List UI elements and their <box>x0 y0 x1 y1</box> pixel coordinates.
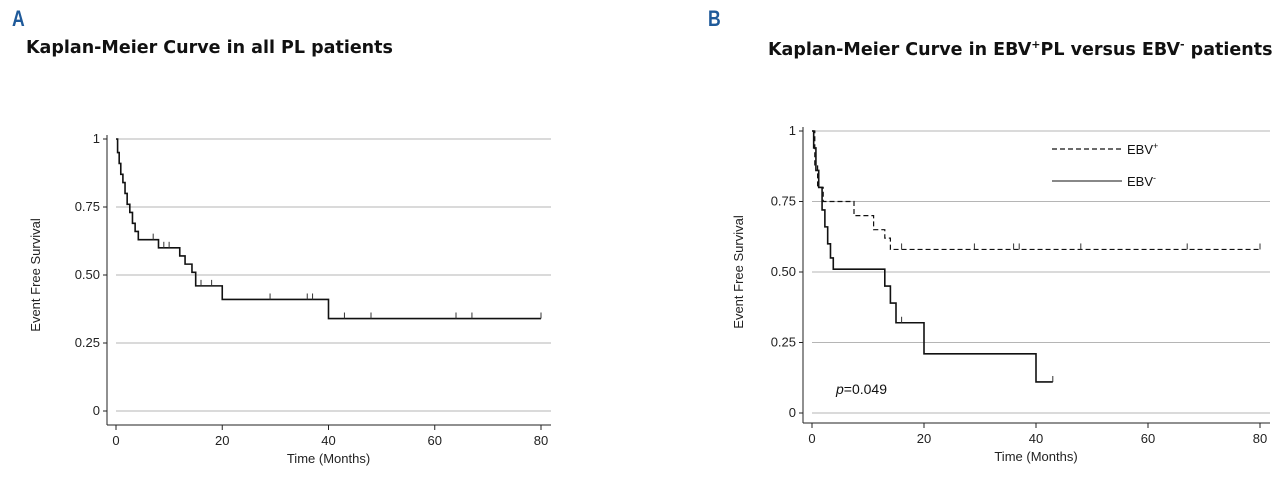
p-value-annotation: p=0.049 <box>835 381 887 397</box>
x-tick-label: 20 <box>917 431 931 446</box>
legend-label-ebv-minus: EBV- <box>1127 173 1156 189</box>
panel-b-title-sup1: + <box>1031 38 1041 51</box>
x-tick-label: 0 <box>808 431 815 446</box>
panel-a: A Kaplan-Meier Curve in all PL patients … <box>12 6 551 466</box>
km-curve-ebv <box>812 130 1053 383</box>
panel-b-title: Kaplan-Meier Curve in EBV+PL versus EBV-… <box>768 38 1272 60</box>
x-tick-label: 40 <box>1029 431 1043 446</box>
y-tick-label: 1 <box>93 131 100 146</box>
y-axis-label: Event Free Survival <box>731 215 746 329</box>
y-tick-label: 0 <box>93 403 100 418</box>
panel-b-title-part1: Kaplan-Meier Curve in EBV <box>768 39 1032 60</box>
legend-label-ebv-plus: EBV+ <box>1127 141 1158 157</box>
panel-a-label: A <box>12 6 25 31</box>
y-tick-label: 0.75 <box>771 194 796 209</box>
panel-a-title: Kaplan-Meier Curve in all PL patients <box>26 38 393 58</box>
panel-b-title-sup2: - <box>1180 38 1185 51</box>
x-tick-label: 80 <box>1253 431 1267 446</box>
y-axis-label: Event Free Survival <box>28 218 43 332</box>
y-tick-label: 0.75 <box>75 199 100 214</box>
x-axis-label: Time (Months) <box>994 449 1077 464</box>
panel-b-title-part3: patients <box>1184 39 1273 60</box>
x-tick-label: 0 <box>112 433 119 448</box>
km-chart-b: 0 0.25 0.50 0.75 1 0 20 40 60 80 Time (Months) Even… <box>731 123 1270 464</box>
x-tick-label: 60 <box>1141 431 1155 446</box>
y-tick-label: 0.50 <box>75 267 100 282</box>
panel-b-label: B <box>708 6 721 31</box>
x-tick-label: 40 <box>321 433 335 448</box>
x-tick-label: 60 <box>428 433 442 448</box>
km-chart-a: 0 0.25 0.50 0.75 1 0 20 40 60 80 Time (Months) Even… <box>28 131 551 466</box>
km-curve-ebv-plus <box>812 130 1260 251</box>
y-tick-label: 0.25 <box>75 335 100 350</box>
km-curve-allplpatients <box>116 138 541 320</box>
x-tick-label: 80 <box>534 433 548 448</box>
y-tick-label: 0.50 <box>771 264 796 279</box>
panel-b: B Kaplan-Meier Curve in EBV+PL versus EB… <box>640 0 1280 488</box>
x-tick-label: 20 <box>215 433 229 448</box>
panel-b-title-part2: PL versus EBV <box>1040 39 1181 60</box>
y-tick-label: 0.25 <box>771 335 796 350</box>
y-tick-label: 1 <box>789 123 796 138</box>
y-tick-label: 0 <box>789 405 796 420</box>
x-axis-label: Time (Months) <box>287 451 370 466</box>
